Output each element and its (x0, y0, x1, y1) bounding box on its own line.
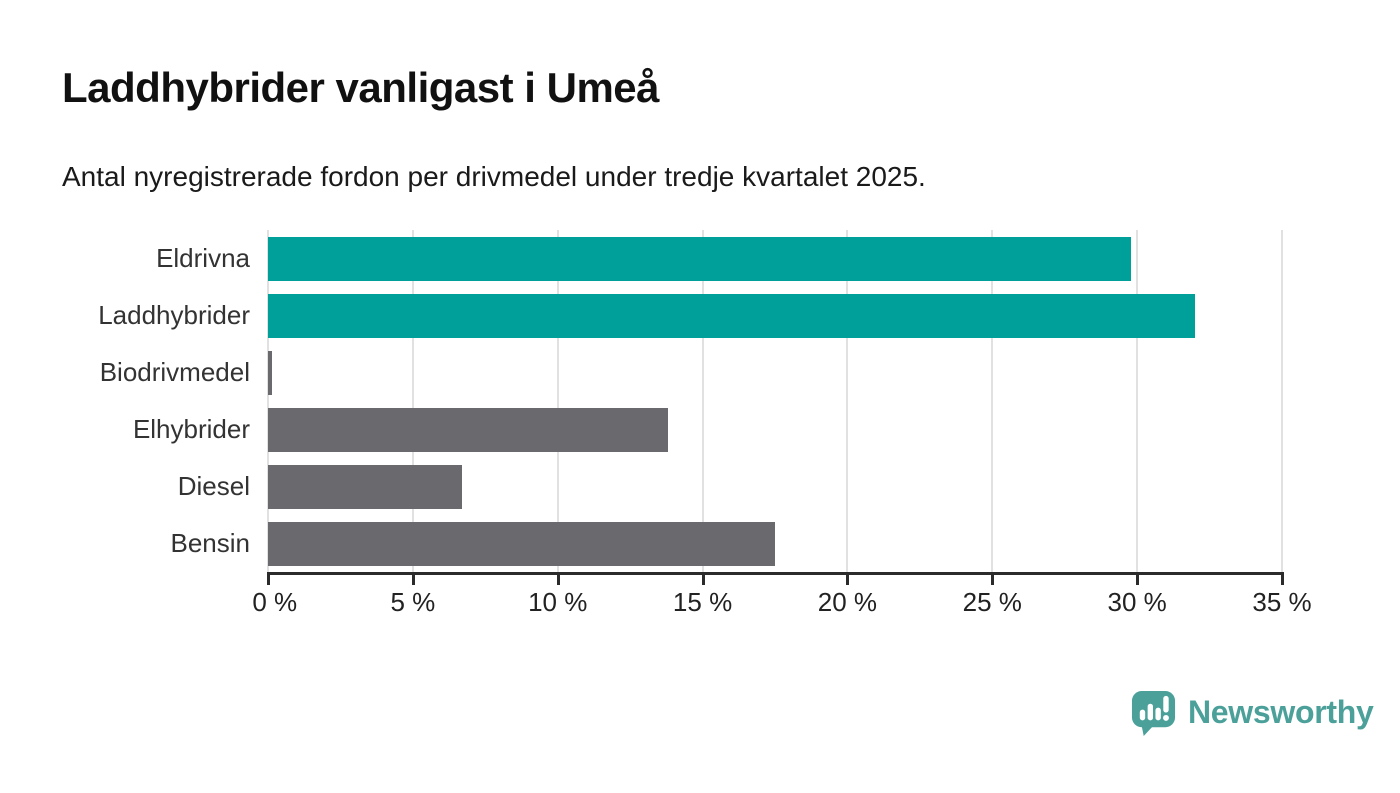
x-axis: 0 % 5 % 10 % 15 % 20 % 25 % 30 % 35 % (252, 572, 1312, 627)
chart-subtitle: Antal nyregistrerade fordon per drivmede… (62, 161, 926, 192)
x-axis-tick (991, 572, 995, 585)
bar-laddhybrider (268, 293, 1196, 338)
gridline (411, 230, 414, 572)
x-axis-tick (556, 572, 560, 585)
x-axis-tick-label: 25 % (962, 587, 1022, 617)
x-axis-tick-label: 10 % (528, 587, 588, 617)
chart-title: Laddhybrider vanligast i Umeå (62, 64, 660, 111)
gridline (1136, 230, 1139, 572)
category-label: Bensin (170, 528, 251, 558)
gridline (846, 230, 849, 572)
category-labels: Eldrivna Laddhybrider Biodrivmedel Elhybrid… (0, 230, 250, 572)
x-axis-tick-label: 30 % (1107, 587, 1167, 617)
x-axis-tick-label: 5 % (390, 587, 436, 617)
gridline (1281, 230, 1283, 572)
x-axis-tick (267, 572, 270, 585)
x-axis-tick (701, 572, 705, 585)
x-axis-tick (1281, 572, 1284, 585)
x-axis-tick-label: 0 % (252, 587, 298, 617)
plot-area (267, 230, 1283, 572)
newsworthy-logo: Newsworthy (1130, 689, 1374, 736)
newsworthy-logo-icon (1131, 690, 1176, 736)
gridline (701, 230, 704, 572)
gridline (267, 230, 269, 572)
category-label: Eldrivna (156, 243, 250, 273)
x-axis-tick (846, 572, 850, 585)
bar-diesel (268, 464, 463, 509)
gridline (556, 230, 559, 572)
x-axis-tick-label: 15 % (672, 587, 733, 617)
x-axis-tick-label: 35 % (1252, 587, 1312, 617)
x-axis-line (267, 572, 1284, 575)
bar-elhybrider (268, 407, 668, 452)
category-label: Diesel (177, 471, 250, 501)
x-axis-tick-label: 20 % (817, 587, 878, 617)
category-label: Elhybrider (132, 414, 250, 444)
bar-eldrivna (268, 236, 1132, 281)
bar-biodrivmedel (268, 350, 273, 395)
x-axis-tick (411, 572, 415, 585)
bar-bensin (268, 521, 775, 566)
gridline (991, 230, 994, 572)
category-label: Biodrivmedel (99, 357, 250, 387)
x-axis-tick (1136, 572, 1140, 585)
category-label: Laddhybrider (98, 300, 250, 330)
newsworthy-brand-text: Newsworthy (1188, 694, 1374, 730)
